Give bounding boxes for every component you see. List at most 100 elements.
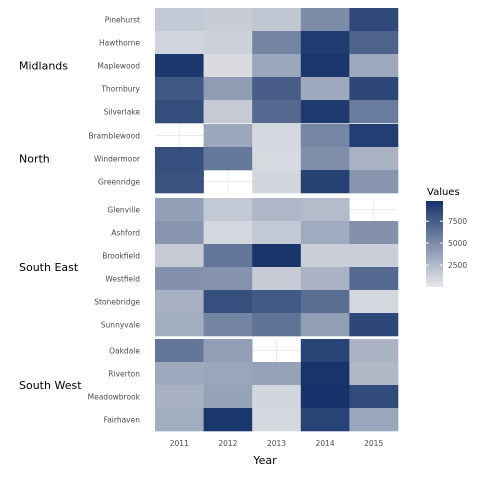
facet-label: South West bbox=[19, 379, 82, 392]
x-tick-label: 2015 bbox=[364, 439, 383, 448]
heatmap-tile bbox=[300, 8, 350, 32]
y-tick-label: Glenville bbox=[107, 206, 140, 215]
heatmap-tile bbox=[203, 290, 253, 314]
heatmap-tile bbox=[155, 100, 204, 124]
heatmap-tile bbox=[300, 385, 350, 409]
heatmap-tile bbox=[349, 8, 399, 32]
heatmap-tile bbox=[155, 244, 204, 268]
heatmap-tile bbox=[252, 77, 302, 101]
heatmap-tile bbox=[349, 31, 399, 55]
heatmap-tile bbox=[349, 267, 399, 291]
heatmap-tile bbox=[155, 313, 204, 337]
heatmap-tile bbox=[349, 221, 399, 245]
x-axis: 2011 2012 2013 2014 2015 bbox=[170, 439, 384, 448]
x-tick-label: 2014 bbox=[316, 439, 335, 448]
heatmap-tile bbox=[349, 244, 399, 268]
heatmap-tile bbox=[155, 31, 204, 55]
heatmap-tile bbox=[203, 362, 253, 386]
heatmap-tile bbox=[300, 339, 350, 363]
legend-tick-label: 2500 bbox=[448, 261, 467, 270]
heatmap-tile bbox=[349, 170, 399, 194]
heatmap-tile bbox=[203, 31, 253, 55]
heatmap-tile bbox=[203, 124, 253, 148]
y-tick-label: Brookfield bbox=[102, 252, 140, 261]
heatmap-tile bbox=[252, 385, 302, 409]
facet-panel-midlands: Pinehurst Hawthorne Maplewood Thornbury Silv… bbox=[19, 8, 399, 124]
heatmap-tile bbox=[203, 267, 253, 291]
heatmap-tile bbox=[252, 362, 302, 386]
heatmap-tile bbox=[349, 290, 399, 314]
y-tick-label: Meadowbrook bbox=[88, 393, 141, 402]
heatmap-tile bbox=[349, 339, 399, 363]
x-tick-label: 2012 bbox=[218, 439, 237, 448]
heatmap-tile bbox=[300, 408, 350, 432]
heatmap-tile bbox=[155, 339, 204, 363]
y-tick-label: Ashford bbox=[111, 229, 140, 238]
x-axis-title: Year bbox=[252, 454, 277, 467]
heatmap-tile bbox=[155, 8, 204, 32]
heatmap-tile bbox=[300, 170, 350, 194]
heatmap-tile bbox=[252, 198, 302, 222]
heatmap-tile bbox=[349, 100, 399, 124]
facet-panels: Pinehurst Hawthorne Maplewood Thornbury Silv… bbox=[19, 8, 399, 432]
heatmap-tile bbox=[349, 313, 399, 337]
heatmap-tile bbox=[155, 198, 204, 222]
heatmap-tile bbox=[349, 408, 399, 432]
heatmap-tile bbox=[252, 54, 302, 78]
heatmap-tile bbox=[349, 124, 399, 148]
facet-panel-north: Bramblewood Windermoor Greenridge North bbox=[19, 124, 399, 194]
legend-tick-label: 7500 bbox=[448, 217, 467, 226]
y-tick-label: Sunnyvale bbox=[101, 321, 141, 330]
y-tick-label: Fairhaven bbox=[104, 416, 141, 425]
y-tick-label: Silverlake bbox=[104, 108, 141, 117]
heatmap-tile bbox=[300, 290, 350, 314]
y-tick-label: Pinehurst bbox=[105, 16, 140, 25]
heatmap-tile bbox=[300, 267, 350, 291]
heatmap-tile bbox=[300, 31, 350, 55]
heatmap-tile bbox=[300, 362, 350, 386]
heatmap-tile bbox=[349, 362, 399, 386]
heatmap-tile bbox=[252, 267, 302, 291]
legend-colorbar bbox=[426, 201, 443, 287]
heatmap-tile bbox=[203, 244, 253, 268]
heatmap-tile bbox=[203, 339, 253, 363]
y-tick-label: Thornbury bbox=[100, 85, 140, 94]
heatmap-tile bbox=[300, 244, 350, 268]
heatmap-tile bbox=[300, 54, 350, 78]
heatmap-tile bbox=[203, 54, 253, 78]
heatmap-tile bbox=[252, 244, 302, 268]
heatmap-tile bbox=[252, 313, 302, 337]
y-tick-label: Stonebridge bbox=[94, 298, 140, 307]
heatmap-tile bbox=[203, 408, 253, 432]
heatmap-tile bbox=[300, 77, 350, 101]
x-tick-label: 2013 bbox=[267, 439, 286, 448]
heatmap-tile bbox=[300, 100, 350, 124]
y-tick-label: Oakdale bbox=[109, 347, 140, 356]
heatmap-tile bbox=[155, 385, 204, 409]
facet-panel-south-west: Oakdale Riverton Meadowbrook Fairhaven South… bbox=[19, 339, 399, 432]
y-tick-label: Windermoor bbox=[94, 155, 141, 164]
heatmap-tile bbox=[349, 147, 399, 171]
heatmap-tile bbox=[252, 408, 302, 432]
heatmap-tile bbox=[203, 147, 253, 171]
heatmap-tile bbox=[300, 147, 350, 171]
heatmap-tile bbox=[203, 77, 253, 101]
facet-label: North bbox=[19, 153, 50, 166]
legend-title: Values bbox=[427, 187, 460, 198]
heatmap-tile bbox=[252, 31, 302, 55]
heatmap-tile bbox=[300, 313, 350, 337]
y-tick-label: Maplewood bbox=[97, 62, 140, 71]
heatmap-tile bbox=[203, 385, 253, 409]
y-tick-label: Greenridge bbox=[98, 178, 140, 187]
heatmap-tile bbox=[203, 100, 253, 124]
heatmap-tile bbox=[155, 147, 204, 171]
heatmap-tile bbox=[252, 170, 302, 194]
heatmap-tile bbox=[203, 8, 253, 32]
heatmap-tile bbox=[252, 290, 302, 314]
heatmap-tile bbox=[300, 221, 350, 245]
facet-label: Midlands bbox=[19, 60, 68, 73]
heatmap-tile bbox=[252, 221, 302, 245]
legend: Values 2500 5000 7500 bbox=[426, 187, 467, 287]
heatmap-tile bbox=[252, 147, 302, 171]
